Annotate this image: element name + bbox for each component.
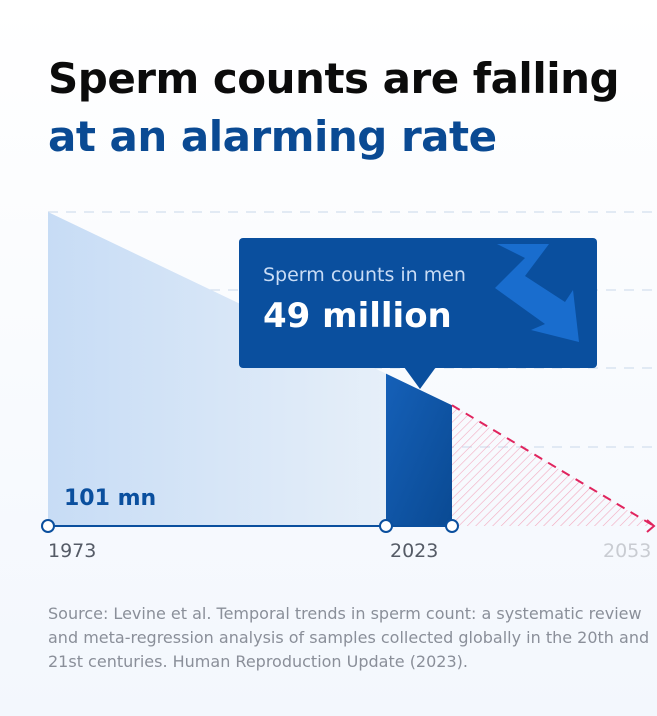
start-value-label: 101 mn xyxy=(64,486,156,511)
callout-label: Sperm counts in men xyxy=(263,264,466,286)
axis-arrow-icon xyxy=(646,519,656,533)
x-tick-1973: 1973 xyxy=(48,540,96,562)
falling-arrow-icon xyxy=(495,244,579,342)
callout-pointer xyxy=(404,367,436,389)
callout-box: Sperm counts in men 49 million xyxy=(239,238,597,368)
chart-title: Sperm counts are falling at an alarming … xyxy=(48,50,620,166)
point-bar-end xyxy=(445,519,459,533)
data-area-1973-2023 xyxy=(48,212,386,526)
source-note: Source: Levine et al. Temporal trends in… xyxy=(48,604,650,671)
highlight-bar-2023 xyxy=(386,373,452,526)
point-2023 xyxy=(379,519,393,533)
x-tick-2053: 2053 xyxy=(603,540,651,562)
projection-line xyxy=(451,404,655,527)
callout-value: 49 million xyxy=(263,296,452,336)
point-1973 xyxy=(41,519,55,533)
x-tick-2023: 2023 xyxy=(390,540,438,562)
title-line-1: Sperm counts are falling xyxy=(48,54,620,103)
title-line-2: at an alarming rate xyxy=(48,112,497,161)
